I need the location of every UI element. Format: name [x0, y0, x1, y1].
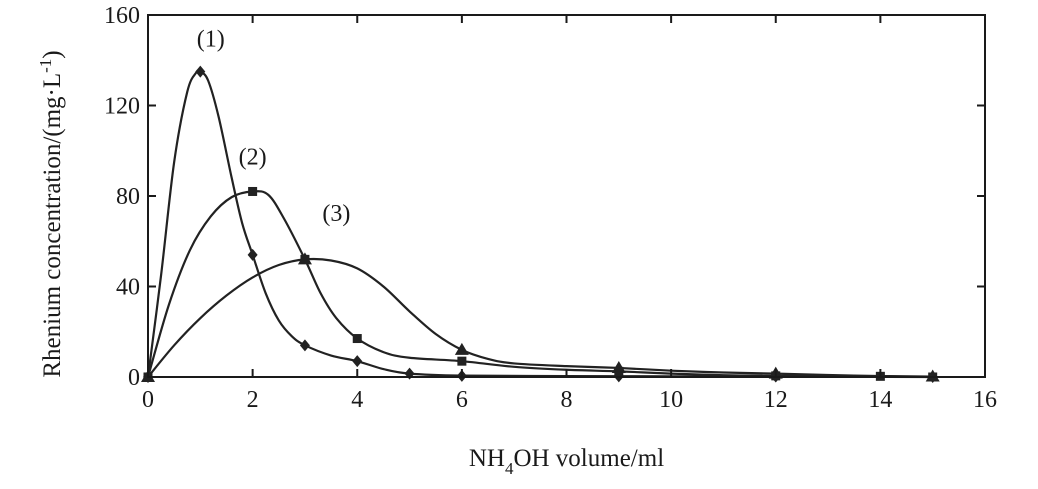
data-point-series-2	[457, 356, 467, 366]
x-tick-label: 8	[561, 387, 573, 413]
data-point-series-1	[247, 248, 258, 261]
y-tick-label: 160	[104, 3, 140, 29]
x-tick-label: 4	[351, 387, 363, 413]
series-label-3: (3)	[322, 201, 350, 227]
data-point-series-1	[352, 355, 363, 368]
x-tick-label: 2	[247, 387, 259, 413]
series-line-1	[146, 69, 933, 379]
x-tick-label: 16	[973, 387, 997, 413]
y-tick-label: 0	[128, 365, 140, 391]
data-point-series-1	[195, 65, 206, 78]
x-tick-label: 14	[868, 387, 892, 413]
y-tick-label: 80	[116, 184, 140, 210]
data-point-series-3	[297, 252, 312, 265]
series-labels: (1) (2) (3)	[197, 27, 351, 227]
y-tick-label: 40	[116, 275, 140, 301]
x-tick-label: 10	[659, 387, 683, 413]
axis-ticks	[147, 14, 986, 378]
plot-frame	[147, 14, 986, 378]
data-point-series-1	[299, 339, 310, 352]
x-tick-label: 6	[456, 387, 468, 413]
series-label-1: (1)	[197, 27, 225, 53]
data-point-series-2	[352, 334, 362, 344]
x-tick-label: 0	[142, 387, 154, 413]
data-point-series-3	[611, 360, 626, 373]
series-curves	[146, 69, 933, 379]
x-axis-label: NH4OH volume/ml	[469, 445, 664, 478]
series-label-2: (2)	[239, 144, 267, 170]
y-tick-label: 120	[104, 94, 140, 120]
data-point-series-3	[925, 369, 940, 382]
data-point-series-3	[454, 342, 469, 355]
data-point-series-2	[248, 186, 258, 196]
x-tick-label: 12	[764, 387, 788, 413]
y-axis-label: Rhenium concentration/(mg·L-1)	[36, 50, 66, 377]
series-line-2	[146, 190, 933, 379]
series-line-3	[147, 257, 933, 378]
series-markers	[141, 65, 940, 383]
